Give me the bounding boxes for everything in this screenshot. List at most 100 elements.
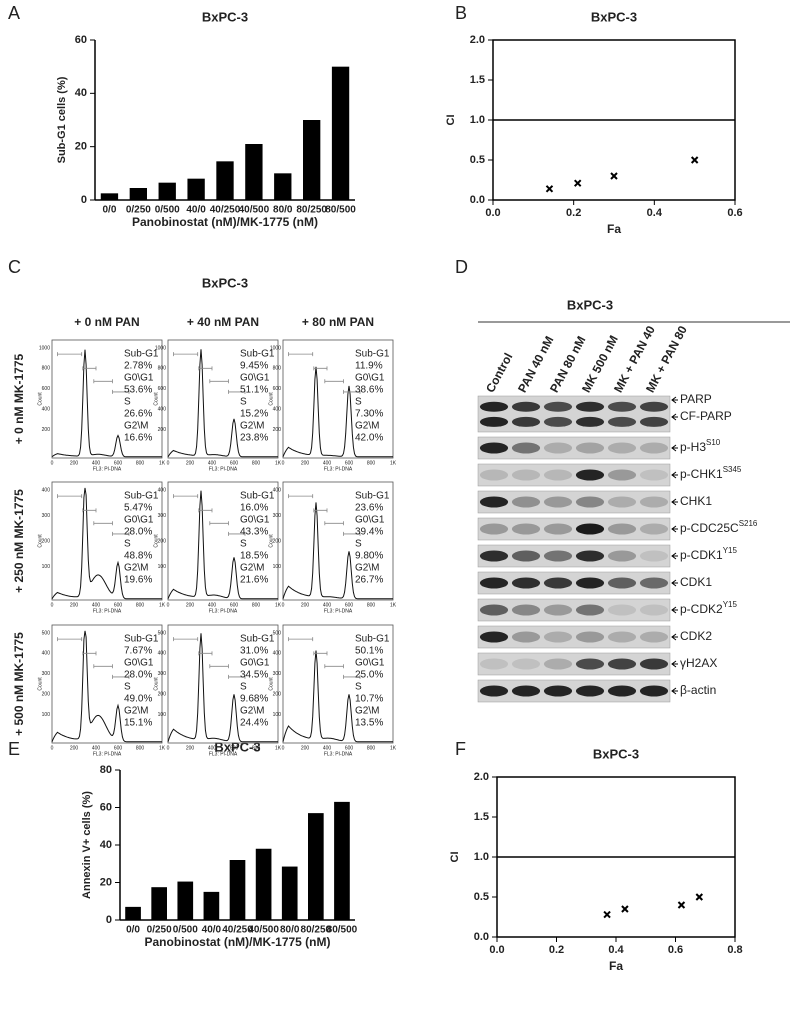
histogram-x-tick: 600 <box>345 460 354 466</box>
histogram-y-tick: 400 <box>273 407 282 413</box>
arrow <box>671 444 678 452</box>
blot-band <box>511 416 541 427</box>
gate-stat: 25.0% <box>355 670 383 681</box>
blot-strip <box>477 517 671 541</box>
band-name: CDK1 <box>680 575 712 589</box>
gate <box>93 521 113 526</box>
flow-title: BxPC-3 <box>202 275 248 290</box>
bar <box>331 66 350 201</box>
x-tick-label: 40/250 <box>210 205 241 216</box>
blot-band <box>479 685 509 697</box>
y-tick-label: 0.0 <box>470 194 485 206</box>
histogram-x-tick: 0 <box>167 745 170 751</box>
gate <box>209 379 229 384</box>
histogram-y-tick: 200 <box>42 538 51 544</box>
histogram-x-tick: 200 <box>70 745 79 751</box>
gate <box>82 508 97 513</box>
blot-band <box>607 416 637 427</box>
gate-stat: G0\G1 <box>124 515 154 526</box>
x-tick-label: 40/500 <box>248 925 279 936</box>
gate-stat: G2\M <box>355 706 379 717</box>
gate-stat: 23.6% <box>355 503 383 514</box>
gate <box>112 531 130 536</box>
gate-stat: G0\G1 <box>355 373 385 384</box>
gate <box>173 494 199 499</box>
blot-band <box>479 401 509 412</box>
histogram-y-tick: 100 <box>273 712 282 718</box>
gate <box>324 379 344 384</box>
blot-band <box>607 550 637 562</box>
blot-band <box>607 658 637 670</box>
bar <box>158 182 176 200</box>
gate-stat: 2.78% <box>124 361 152 372</box>
y-tick-label: 20 <box>100 876 112 888</box>
gate-stat: 7.30% <box>355 409 383 420</box>
gate-stat: G2\M <box>240 706 264 717</box>
blot-band <box>575 401 605 412</box>
histogram-x-tick: 0 <box>51 460 54 466</box>
band-site: S10 <box>706 438 721 447</box>
histogram-frame <box>167 339 279 459</box>
histogram-y-tick: 500 <box>42 630 51 636</box>
gate-stat: G2\M <box>240 563 264 574</box>
gate <box>112 389 130 394</box>
blot-band <box>607 631 637 643</box>
point <box>621 905 629 913</box>
gate-stat: 50.1% <box>355 646 383 657</box>
arrow <box>671 687 678 695</box>
blot-band <box>607 469 637 481</box>
point-cross <box>545 185 554 193</box>
blot-band <box>511 550 541 562</box>
gate-stat: 15.2% <box>240 409 268 420</box>
band-site: S216 <box>739 519 758 528</box>
histogram-x-tick: 800 <box>367 460 376 466</box>
x-tick-label: 40/250 <box>222 925 253 936</box>
histogram-x-tick: 1K <box>275 745 282 751</box>
blot-band <box>543 550 573 562</box>
gate-stat: G2\M <box>355 563 379 574</box>
histogram-x-tick: 600 <box>230 602 239 608</box>
bar <box>100 193 119 200</box>
histogram-x-tick: 800 <box>252 745 261 751</box>
histogram-x-label: FL3: PI-DNA <box>324 608 353 614</box>
blot-strip <box>477 463 671 487</box>
point-cross <box>610 172 618 180</box>
band-name: β-actin <box>680 683 716 697</box>
histogram-y-tick: 500 <box>273 630 282 636</box>
histogram-y-tick: 200 <box>273 538 282 544</box>
band-name: PARP <box>680 392 712 406</box>
histogram-frame <box>282 624 394 744</box>
histogram-frame <box>51 339 163 459</box>
blot-band <box>639 577 669 589</box>
gate-stat: 16.6% <box>124 433 152 444</box>
blot-band <box>575 550 605 562</box>
blot-band <box>479 604 509 616</box>
histogram-y-tick: 800 <box>273 366 282 372</box>
histogram <box>51 349 162 458</box>
histogram <box>167 349 278 458</box>
arrow <box>671 413 678 421</box>
histogram-frame <box>282 481 394 601</box>
row-header: + 500 nM MK-1775 <box>12 632 26 736</box>
panel-label: F <box>455 739 466 759</box>
gate-stat: G0\G1 <box>240 658 270 669</box>
blot-band <box>479 496 509 508</box>
blot-band <box>639 550 669 562</box>
gate-stat: S <box>124 682 131 693</box>
band-name: p-CDK1 <box>680 548 723 562</box>
gate-stat: Sub-G1 <box>124 491 159 502</box>
histogram <box>282 502 393 600</box>
histogram-y-tick: 100 <box>158 564 167 570</box>
histogram-x-tick: 800 <box>252 602 261 608</box>
blot-strip <box>477 625 671 649</box>
histogram-y-label: Count <box>268 534 274 548</box>
histogram-frame <box>51 624 163 744</box>
gate-stat: S <box>240 682 247 693</box>
bar <box>216 161 234 200</box>
histogram <box>282 650 393 743</box>
band-site: S345 <box>723 465 742 474</box>
point-cross <box>621 905 629 913</box>
histogram-y-tick: 100 <box>42 712 51 718</box>
x-tick-label: 0/500 <box>173 925 198 936</box>
gate-stat: Sub-G1 <box>355 634 390 645</box>
